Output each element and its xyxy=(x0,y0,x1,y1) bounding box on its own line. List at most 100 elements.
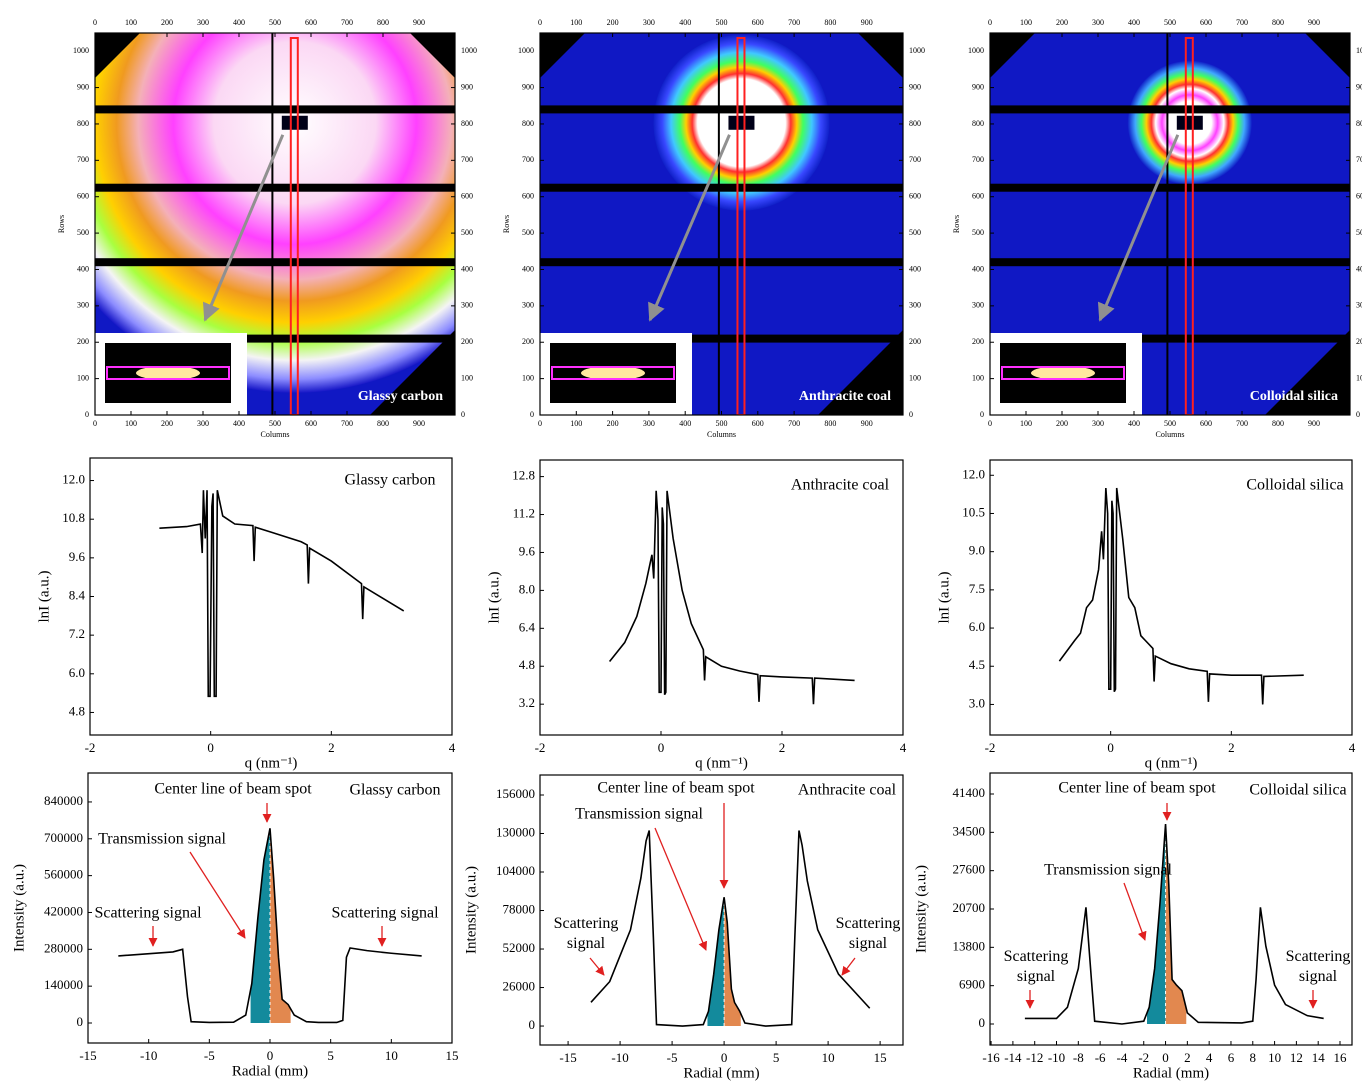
y-tick-label: 0 xyxy=(979,1015,986,1030)
x-tick-label-top: 400 xyxy=(1128,18,1140,27)
y-tick-label: 34500 xyxy=(953,823,986,838)
x-axis-label: q (nm⁻¹) xyxy=(695,755,748,771)
line-profile xyxy=(1184,37,1194,415)
y-tick-label: 200 xyxy=(972,337,984,346)
annotation: Transmission signal xyxy=(1044,862,1172,879)
y-tick-label: 6900 xyxy=(959,977,985,992)
gap-strip xyxy=(95,183,455,192)
annotation: Transmission signal xyxy=(575,806,703,823)
plot-frame xyxy=(989,459,1353,736)
x-tick-label: -4 xyxy=(1117,1050,1128,1065)
x-tick-label: 100 xyxy=(1020,419,1032,428)
y-tick-label-right: 900 xyxy=(909,82,921,91)
y-tick-label: 200 xyxy=(522,337,534,346)
corner xyxy=(858,33,903,78)
y-tick-label: 560000 xyxy=(44,867,83,882)
y-tick-label: 140000 xyxy=(44,977,83,992)
x-axis-label: Columns xyxy=(1156,430,1185,439)
x-tick-label: 600 xyxy=(752,419,764,428)
annotation-arrow xyxy=(189,851,246,939)
x-tick-label: -2 xyxy=(1138,1050,1149,1065)
x-tick-label: -15 xyxy=(79,1048,96,1063)
x-tick-label: 300 xyxy=(1092,419,1104,428)
x-tick-label: -15 xyxy=(559,1050,576,1065)
x-tick-label: -8 xyxy=(1073,1050,1084,1065)
x-tick-label: -2 xyxy=(85,740,96,755)
y-tick-label: 12.8 xyxy=(512,468,535,483)
annotation: Scattering signal xyxy=(94,905,202,922)
x-tick-label: 800 xyxy=(1272,419,1284,428)
y-tick-label: 500 xyxy=(77,228,89,237)
y-tick-label: 300 xyxy=(522,301,534,310)
y-tick-label: 400 xyxy=(522,264,534,273)
annotation: Center line of beam spot xyxy=(1058,780,1216,797)
x-tick-label: 0 xyxy=(267,1048,274,1063)
y-tick-label: 900 xyxy=(522,82,534,91)
x-tick-label-top: 600 xyxy=(305,18,317,27)
y-tick-label: 700 xyxy=(972,155,984,164)
gap-strip xyxy=(540,334,903,343)
y-tick-label-right: 800 xyxy=(1356,119,1362,128)
x-tick-label: 100 xyxy=(570,419,582,428)
x-tick-label: 500 xyxy=(1164,419,1176,428)
y-tick-label: 0 xyxy=(529,1017,536,1032)
x-tick-label: 700 xyxy=(1236,419,1248,428)
y-tick-label: 700 xyxy=(522,155,534,164)
annotation: Center line of beam spot xyxy=(597,780,755,797)
y-tick-label-right: 700 xyxy=(1356,155,1362,164)
x-tick-label: 0 xyxy=(721,1050,728,1065)
x-tick-label: 12 xyxy=(1290,1050,1303,1065)
x-axis-label: q (nm⁻¹) xyxy=(245,755,298,771)
y-tick-label: 800 xyxy=(77,119,89,128)
x-tick-label: 500 xyxy=(716,419,728,428)
line-profile xyxy=(289,37,299,415)
x-tick-label: 900 xyxy=(413,419,425,428)
x-tick-label: -5 xyxy=(204,1048,215,1063)
y-tick-label-right: 400 xyxy=(1356,264,1362,273)
y-tick-label: 500 xyxy=(972,228,984,237)
annotation: Scattering signal xyxy=(1004,948,1069,985)
x-tick-label: -2 xyxy=(985,740,996,755)
x-tick-label: 200 xyxy=(607,419,619,428)
x-tick-label: -2 xyxy=(535,740,546,755)
panel-title: Glassy carbon xyxy=(349,782,440,799)
x-tick-label: 500 xyxy=(269,419,281,428)
y-axis-label: Rows xyxy=(952,215,961,233)
annotation: Scattering signal xyxy=(836,915,901,952)
y-tick-label: 9.6 xyxy=(69,549,86,564)
y-tick-label-right: 500 xyxy=(1356,228,1362,237)
x-tick-label-top: 500 xyxy=(1164,18,1176,27)
x-tick-label: 4 xyxy=(1206,1050,1213,1065)
panel-title: Colloidal silica xyxy=(1246,477,1343,494)
x-tick-label: 15 xyxy=(446,1048,459,1063)
signal-fill xyxy=(250,828,270,1023)
signal-fill xyxy=(724,897,741,1027)
x-tick-label: -10 xyxy=(611,1050,628,1065)
x-tick-label: 5 xyxy=(327,1048,334,1063)
x-tick-label: 600 xyxy=(305,419,317,428)
y-tick-label: 8.0 xyxy=(519,581,535,596)
x-tick-label: 0 xyxy=(1162,1050,1169,1065)
y-tick-label: 10.5 xyxy=(962,504,985,519)
y-tick-label: 3.0 xyxy=(969,695,985,710)
corner xyxy=(410,33,455,78)
y-tick-label: 52000 xyxy=(503,940,536,955)
x-axis-label: Radial (mm) xyxy=(1133,1065,1209,1081)
x-tick-label-top: 100 xyxy=(570,18,582,27)
x-tick-label: -5 xyxy=(667,1050,678,1065)
inset-spot xyxy=(581,366,645,380)
y-tick-label: 300 xyxy=(77,301,89,310)
x-tick-label: 400 xyxy=(1128,419,1140,428)
x-tick-label: 300 xyxy=(197,419,209,428)
x-tick-label: -14 xyxy=(1004,1050,1022,1065)
y-tick-label-right: 200 xyxy=(909,337,921,346)
x-tick-label: 900 xyxy=(1308,419,1320,428)
x-tick-label: 10 xyxy=(822,1050,835,1065)
y-tick-label-right: 300 xyxy=(1356,301,1362,310)
y-tick-label: 12.0 xyxy=(62,472,85,487)
y-tick-label: 800 xyxy=(522,119,534,128)
annotation: Scattering signal xyxy=(1286,948,1351,985)
y-tick-label-right: 200 xyxy=(1356,337,1362,346)
x-tick-label-top: 500 xyxy=(269,18,281,27)
